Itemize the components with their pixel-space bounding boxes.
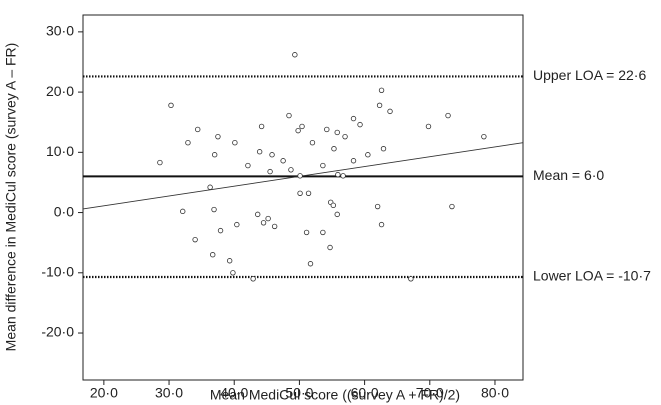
data-point <box>340 173 346 179</box>
data-point <box>380 146 387 152</box>
data-point <box>303 229 310 236</box>
data-point <box>245 162 251 169</box>
reference-label: Mean = 6·0 <box>533 167 604 183</box>
data-point <box>305 190 312 196</box>
data-point <box>217 227 224 234</box>
y-tick-label: 0·0 <box>54 203 74 219</box>
data-point <box>320 229 326 236</box>
y-tick-label: 10·0 <box>46 143 74 159</box>
data-point <box>324 126 330 133</box>
reference-label: Lower LOA = -10·7 <box>533 268 651 284</box>
data-point <box>192 236 198 243</box>
data-point <box>408 276 414 282</box>
data-point <box>157 159 163 166</box>
data-point <box>320 162 326 169</box>
data-point <box>449 203 455 210</box>
data-point <box>211 152 218 158</box>
data-point <box>297 173 303 179</box>
x-tick-label: 70·0 <box>416 385 444 401</box>
data-point <box>387 108 393 115</box>
data-point <box>330 202 337 209</box>
data-point <box>250 276 256 282</box>
data-point <box>254 211 261 218</box>
data-point <box>350 158 357 164</box>
data-point <box>211 206 217 213</box>
data-point <box>334 211 340 218</box>
data-point <box>286 112 292 119</box>
data-point <box>292 52 298 58</box>
data-point <box>207 184 213 190</box>
data-point <box>309 139 316 146</box>
data-point <box>267 168 273 175</box>
data-point <box>265 215 271 222</box>
plot-frame <box>82 14 524 381</box>
data-point <box>374 203 381 210</box>
data-point <box>297 190 303 196</box>
data-point <box>288 167 294 173</box>
data-point <box>425 123 432 130</box>
data-point <box>299 123 305 130</box>
data-point <box>185 139 191 146</box>
data-point <box>376 102 383 109</box>
y-tick-label: 30·0 <box>46 23 74 39</box>
data-point <box>335 171 341 178</box>
reference-label: Upper LOA = 22·6 <box>533 67 646 83</box>
y-tick-label: 20·0 <box>46 83 74 99</box>
data-point <box>357 121 363 128</box>
data-point <box>378 221 385 228</box>
data-point <box>342 133 348 140</box>
y-tick-label: -20·0 <box>41 324 74 340</box>
data-point <box>258 123 265 130</box>
data-point <box>260 220 267 226</box>
data-point <box>350 115 357 122</box>
data-point <box>180 208 186 215</box>
data-point <box>234 221 240 228</box>
data-point <box>168 102 174 109</box>
data-point <box>331 146 337 152</box>
data-point <box>271 223 278 230</box>
data-point <box>210 252 216 258</box>
data-point <box>226 258 233 264</box>
data-point <box>232 139 238 146</box>
y-axis-title: Mean difference in MediCul score (survey… <box>3 43 19 352</box>
data-point <box>256 149 263 155</box>
data-point <box>481 133 487 140</box>
x-tick-label: 30·0 <box>155 385 183 401</box>
data-point <box>327 244 333 251</box>
y-tick-label: -10·0 <box>41 263 74 279</box>
x-tick-label: 20·0 <box>90 385 118 401</box>
data-point <box>269 152 275 158</box>
x-tick-label: 40·0 <box>220 385 248 401</box>
data-point <box>378 87 385 93</box>
x-axis-title: Mean MediCul score ((survey A + FR)/2) <box>210 387 460 403</box>
x-tick-label: 60·0 <box>351 385 379 401</box>
x-tick-label: 50·0 <box>285 385 313 401</box>
data-point <box>295 127 301 134</box>
data-point <box>445 112 451 119</box>
data-point <box>195 126 201 133</box>
data-point <box>307 261 314 267</box>
data-point <box>230 270 236 276</box>
x-tick-label: 80·0 <box>481 385 509 401</box>
data-point <box>334 129 340 136</box>
trend-line <box>82 142 524 210</box>
data-point <box>280 158 286 164</box>
data-point <box>365 152 371 158</box>
data-point <box>215 133 221 140</box>
